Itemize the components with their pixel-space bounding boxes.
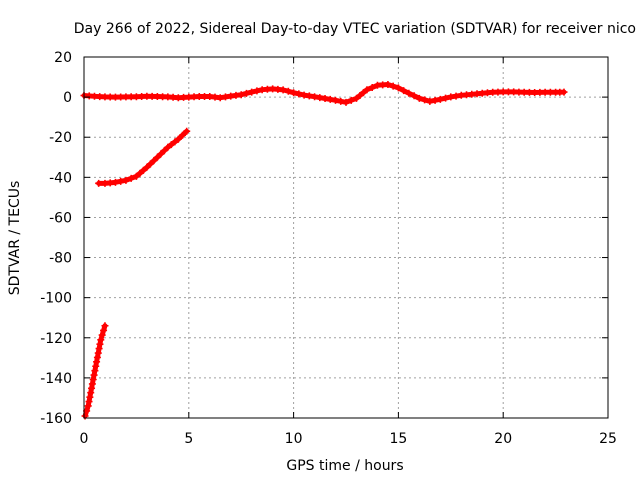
x-tick-label: 20 — [494, 431, 512, 447]
data-point — [88, 384, 96, 392]
x-tick-label: 5 — [184, 431, 193, 447]
data-point — [410, 92, 418, 100]
x-tick-label: 10 — [285, 431, 303, 447]
y-tick-label: 20 — [54, 50, 72, 66]
y-axis-label: SDTVAR / TECUs — [7, 181, 23, 296]
data-point — [400, 87, 408, 95]
data-point — [157, 150, 165, 158]
data-point — [179, 131, 187, 139]
tick-marks — [83, 56, 609, 419]
data-point — [321, 95, 329, 103]
data-point — [363, 86, 371, 94]
series-1 — [80, 80, 568, 106]
data-point — [389, 82, 397, 90]
data-point — [316, 94, 324, 102]
data-point — [94, 349, 102, 357]
data-point — [431, 96, 439, 104]
data-point — [89, 375, 97, 383]
data-point — [347, 96, 355, 104]
data-point — [242, 89, 250, 97]
y-tick-label: 0 — [63, 90, 72, 106]
data-point — [237, 91, 245, 99]
data-point — [117, 177, 125, 185]
x-tick-label: 25 — [599, 431, 617, 447]
data-point — [248, 88, 256, 96]
data-point — [97, 336, 105, 344]
data-point — [337, 97, 345, 105]
data-point — [98, 331, 106, 339]
data-point — [415, 94, 423, 102]
series-trace — [96, 128, 190, 186]
data-point — [91, 367, 99, 375]
data-point — [86, 393, 94, 401]
data-point — [384, 80, 392, 88]
data-point — [394, 84, 402, 92]
data-point — [84, 402, 92, 410]
x-tick-label: 15 — [389, 431, 407, 447]
y-tick-label: -120 — [40, 331, 72, 347]
data-point — [122, 176, 130, 184]
y-tick-label: -140 — [40, 371, 72, 387]
data-point — [305, 92, 313, 100]
data-point — [368, 83, 376, 91]
data-point — [160, 147, 168, 155]
y-tick-label: -20 — [49, 130, 72, 146]
grid-lines — [84, 57, 608, 418]
series-3 — [81, 322, 109, 420]
data-point — [332, 96, 340, 104]
data-point — [93, 353, 101, 361]
data-point — [183, 127, 191, 135]
data-point — [442, 94, 450, 102]
data-point — [436, 95, 444, 103]
data-point — [95, 179, 103, 187]
data-point — [95, 345, 103, 353]
data-point — [560, 88, 568, 96]
data-point — [300, 91, 308, 99]
y-tick-label: -60 — [49, 210, 72, 226]
data-point — [100, 326, 108, 334]
data-point — [150, 157, 158, 165]
chart-title: Day 266 of 2022, Sidereal Day-to-day VTE… — [74, 21, 636, 37]
x-axis-label: GPS time / hours — [286, 458, 403, 474]
data-point — [447, 93, 455, 101]
data-point — [426, 97, 434, 105]
data-point — [342, 98, 350, 106]
data-point — [146, 160, 154, 168]
data-point — [88, 380, 96, 388]
data-point — [253, 87, 261, 95]
tick-labels: 20 0 -20 -40 -60 -80 -100 -120 -140 -160 0 5 10 15 20 2… — [40, 50, 617, 447]
data-point — [284, 87, 292, 95]
x-tick-label: 0 — [80, 431, 89, 447]
data-point — [127, 174, 135, 182]
data-point — [452, 92, 460, 100]
data-point — [295, 90, 303, 98]
data-point — [221, 93, 229, 101]
data-point — [153, 153, 161, 161]
y-tick-label: -160 — [40, 411, 72, 427]
data-point — [405, 89, 413, 97]
data-point — [93, 358, 101, 366]
data-point — [216, 94, 224, 102]
plot-frame — [83, 56, 609, 419]
data-point — [90, 371, 98, 379]
data-point — [85, 398, 93, 406]
data-series — [80, 80, 568, 420]
data-point — [92, 362, 100, 370]
data-point — [87, 389, 95, 397]
data-point — [311, 93, 319, 101]
data-point — [96, 340, 104, 348]
y-tick-label: -80 — [49, 251, 72, 267]
data-point — [143, 163, 151, 171]
y-tick-label: -100 — [40, 291, 72, 307]
data-point — [279, 86, 287, 94]
data-point — [421, 96, 429, 104]
data-point — [326, 95, 334, 103]
data-point — [174, 135, 182, 143]
data-point — [290, 89, 298, 97]
data-point — [111, 178, 119, 186]
data-point — [101, 322, 109, 330]
series-2 — [95, 127, 191, 187]
y-tick-label: -40 — [49, 170, 72, 186]
